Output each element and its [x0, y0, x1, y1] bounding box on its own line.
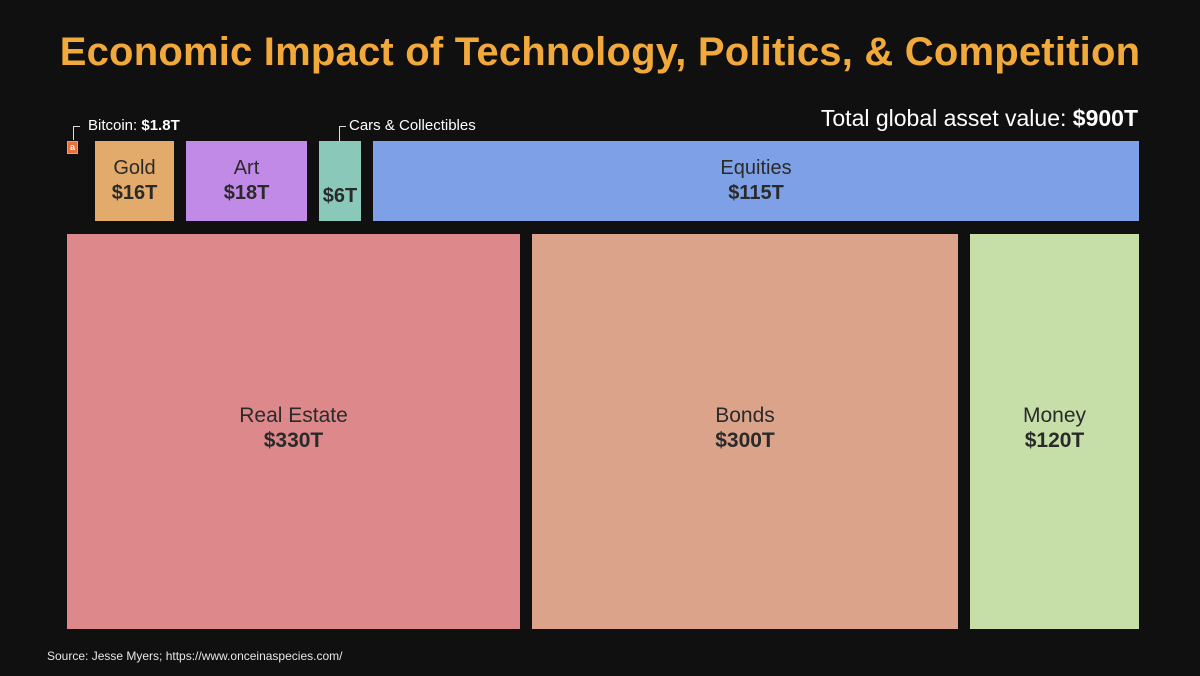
bitcoin-callout: Bitcoin: $1.8T: [88, 117, 180, 134]
chart-title: Economic Impact of Technology, Politics,…: [59, 30, 1141, 74]
money-label: Money: [1022, 404, 1087, 427]
treemap-tile-money: Money $120T: [970, 234, 1139, 629]
gold-label: Gold: [113, 157, 156, 179]
cars-value: $6T: [322, 185, 358, 207]
treemap-tile-bonds: Bonds $300T: [532, 234, 958, 629]
real-estate-value: $330T: [263, 429, 324, 452]
equities-label: Equities: [720, 157, 792, 179]
art-label: Art: [233, 157, 260, 179]
total-label: Total global asset value:: [820, 105, 1067, 131]
art-value: $18T: [223, 182, 270, 204]
total-value: $900T: [1072, 105, 1138, 131]
gold-value: $16T: [111, 182, 158, 204]
cars-callout-bracket: [339, 126, 346, 141]
bitcoin-callout-bracket: [73, 126, 80, 140]
bonds-label: Bonds: [715, 404, 775, 427]
money-value: $120T: [1024, 429, 1085, 452]
treemap-tile-gold: Gold $16T: [95, 141, 174, 221]
treemap-tile-art: Art $18T: [186, 141, 307, 221]
treemap-tile-cars: $6T: [319, 141, 361, 221]
source-note: Source: Jesse Myers; https://www.onceina…: [47, 649, 343, 663]
equities-value: $115T: [728, 182, 784, 204]
cars-callout: Cars & Collectibles: [349, 117, 476, 134]
bitcoin-callout-value: $1.8T: [141, 117, 180, 134]
total-asset-value: Total global asset value: $900T: [821, 105, 1138, 132]
treemap-tile-bitcoin: a: [67, 141, 78, 154]
cars-callout-label: Cars & Collectibles: [349, 117, 476, 134]
bonds-value: $300T: [715, 429, 775, 452]
real-estate-label: Real Estate: [239, 404, 348, 427]
treemap-tile-equities: Equities $115T: [373, 141, 1139, 221]
bitcoin-callout-label: Bitcoin:: [88, 117, 138, 134]
treemap-tile-real-estate: Real Estate $330T: [67, 234, 520, 629]
